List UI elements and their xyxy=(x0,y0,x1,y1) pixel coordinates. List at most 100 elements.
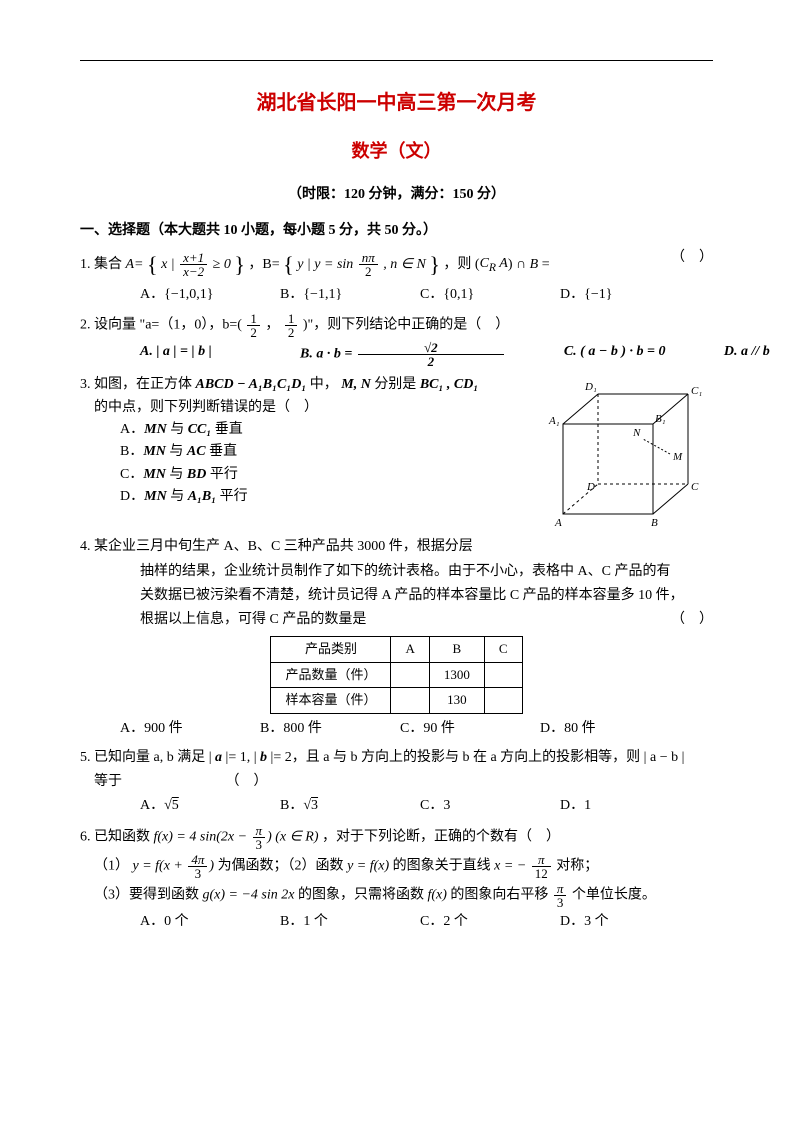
table-row: 样本容量（件） 130 xyxy=(271,688,522,714)
q3-opt-c: C．MN 与 BD 平行 xyxy=(120,464,533,486)
brace-close-icon: } xyxy=(234,252,245,277)
q2-frac1: 12 xyxy=(247,312,260,339)
q3-opt-b: B．MN 与 AC 垂直 xyxy=(120,441,533,463)
section-1-heading: 一、选择题（本大题共 10 小题，每小题 5 分，共 50 分。） xyxy=(80,220,713,242)
q5-opt-b: B．√3 xyxy=(280,795,400,817)
q2-mid: ， xyxy=(265,318,279,333)
q1-options: A．{−1,0,1} B．{−1,1} C．{0,1} D．{−1} xyxy=(140,284,713,306)
q1-opt-d: D．{−1} xyxy=(560,284,680,306)
q2-pre: 2. 设向量 "a=（1，0），b=( xyxy=(80,318,242,333)
q1-fracA: x+1x−2 xyxy=(180,251,207,278)
th-c: C xyxy=(484,636,522,662)
q4-line3: 关数据已被污染看不清楚，统计员记得 A 产品的样本容量比 C 产品的样本容量多 … xyxy=(140,585,713,607)
q1-setA-x: x | xyxy=(161,256,175,271)
lbl-C1: C₁ xyxy=(691,385,702,397)
q3-post1: 分别是 xyxy=(374,377,420,392)
td xyxy=(391,662,429,688)
td: 产品数量（件） xyxy=(271,662,391,688)
q4-opt-c: C．90 件 xyxy=(400,718,520,740)
q5-opt-d: D．1 xyxy=(560,795,680,817)
q6-s1: （1） y = f(x + 4π3) 为偶函数；（2）函数 y = f(x) 的… xyxy=(94,853,713,880)
th-b: B xyxy=(429,636,484,662)
q1-setB-y: y | y = sin xyxy=(297,256,353,271)
q1-ge: ≥ 0 xyxy=(213,256,231,271)
lbl-C: C xyxy=(691,481,699,493)
th-cat: 产品类别 xyxy=(271,636,391,662)
q4-opt-d: D．80 件 xyxy=(540,718,660,740)
q3-opt-d: D．MN 与 A₁B₁ 平行 xyxy=(120,486,533,508)
td xyxy=(484,688,522,714)
q3-mn: M, N xyxy=(341,377,371,392)
q1: 1. 集合 A= { x | x+1x−2 ≥ 0 } ，B= { y | y … xyxy=(80,247,713,282)
table-row: 产品类别 A B C xyxy=(271,636,522,662)
q1-opt-a: A．{−1,0,1} xyxy=(140,284,260,306)
q2-frac2: 12 xyxy=(285,312,298,339)
q4-line2: 抽样的结果，企业统计员制作了如下的统计表格。由于不小心，表格中 A、C 产品的有 xyxy=(140,561,713,583)
q1-setB-pre: ，B= xyxy=(248,256,279,271)
lbl-D1: D₁ xyxy=(584,381,597,393)
time-info: （时限：120 分钟，满分：150 分） xyxy=(80,184,713,206)
q1-post: ，则 (CR A) ∩ B = xyxy=(443,256,549,271)
q3-cube-name: ABCD − A₁B₁C₁D₁ xyxy=(196,377,307,392)
q4-blank: （ ） xyxy=(671,609,713,631)
q2-opt-d: D. a // b xyxy=(724,341,793,368)
td: 1300 xyxy=(429,662,484,688)
td xyxy=(391,688,429,714)
brace-open-icon: { xyxy=(283,252,294,277)
doc-subtitle: 数学（文） xyxy=(80,137,713,166)
q6-opt-c: C．2 个 xyxy=(420,911,540,933)
cube-diagram: A B C D A₁ B₁ C₁ D₁ M N xyxy=(543,374,713,534)
q4-table: 产品类别 A B C 产品数量（件） 1300 样本容量（件） 130 xyxy=(270,636,522,714)
q1-pre: 1. 集合 xyxy=(80,256,126,271)
q1-opt-c: C．{0,1} xyxy=(420,284,540,306)
q6-opt-a: A．0 个 xyxy=(140,911,260,933)
td xyxy=(484,662,522,688)
lbl-A: A xyxy=(554,517,562,529)
q4-options: A．900 件 B．800 件 C．90 件 D．80 件 xyxy=(120,718,713,740)
q3-opt-a: A．MN 与 CC₁ 垂直 xyxy=(120,419,533,441)
q2-post: )"，则下列结论中正确的是（ ） xyxy=(303,318,509,333)
q1-fracB: nπ2 xyxy=(359,251,378,278)
q3: 3. 如图，在正方体 ABCD − A₁B₁C₁D₁ 中， M, N 分别是 B… xyxy=(80,374,713,534)
td: 130 xyxy=(429,688,484,714)
q1-opt-b: B．{−1,1} xyxy=(280,284,400,306)
q3-edges: BC₁ , CD₁ xyxy=(420,377,478,392)
th-a: A xyxy=(391,636,429,662)
lbl-B: B xyxy=(651,517,658,529)
doc-title: 湖北省长阳一中高三第一次月考 xyxy=(80,87,713,119)
brace-open-icon: { xyxy=(147,252,158,277)
q5-opt-a: A．√5 xyxy=(140,795,260,817)
q4-opt-a: A．900 件 xyxy=(120,718,240,740)
lbl-A1: A₁ xyxy=(548,415,560,427)
td: 样本容量（件） xyxy=(271,688,391,714)
q3-pre: 3. 如图，在正方体 xyxy=(80,377,196,392)
q5-opt-c: C．3 xyxy=(420,795,540,817)
q2-opt-b: B. a · b = √22 xyxy=(300,341,544,368)
lbl-D: D xyxy=(586,481,595,493)
q6-opt-b: B．1 个 xyxy=(280,911,400,933)
q6-s2: （3）要得到函数 g(x) = −4 sin 2x 的图象，只需将函数 f(x)… xyxy=(94,882,713,909)
top-rule xyxy=(80,60,713,61)
q6-line1: 6. 已知函数 f(x) = 4 sin(2x − π3) (x ∈ R) ，对… xyxy=(80,824,713,851)
q4-line4: 根据以上信息，可得 C 产品的数量是 （ ） xyxy=(140,609,713,631)
q5-line1: 5. 已知向量 a, b 满足 | a |= 1, | b |= 2，且 a 与… xyxy=(80,747,713,769)
q3-mid: 中， xyxy=(310,377,338,392)
q5-line2: 等于 （ ） xyxy=(94,771,713,793)
q6-options: A．0 个 B．1 个 C．2 个 D．3 个 xyxy=(140,911,713,933)
q1-setB-n: , n ∈ N xyxy=(383,256,426,271)
q4-line1: 4. 某企业三月中旬生产 A、B、C 三种产品共 3000 件，根据分层 xyxy=(80,536,713,558)
q5-blank: （ ） xyxy=(226,774,268,789)
brace-close-icon: } xyxy=(429,252,440,277)
q2: 2. 设向量 "a=（1，0），b=( 12 ， 12 )"，则下列结论中正确的… xyxy=(80,312,713,339)
q6-opt-d: D．3 个 xyxy=(560,911,680,933)
q1-setA-pre: A= xyxy=(126,256,144,271)
q4-opt-b: B．800 件 xyxy=(260,718,380,740)
q5-options: A．√5 B．√3 C．3 D．1 xyxy=(140,795,713,817)
q2-opt-a: A. | a | = | b | xyxy=(140,341,280,368)
lbl-B1: B₁ xyxy=(655,413,666,425)
lbl-N: N xyxy=(632,427,641,439)
lbl-M: M xyxy=(672,451,683,463)
table-row: 产品数量（件） 1300 xyxy=(271,662,522,688)
q1-blank: （ ） xyxy=(671,247,713,269)
q2-opt-c: C. ( a − b ) · b = 0 xyxy=(564,341,704,368)
